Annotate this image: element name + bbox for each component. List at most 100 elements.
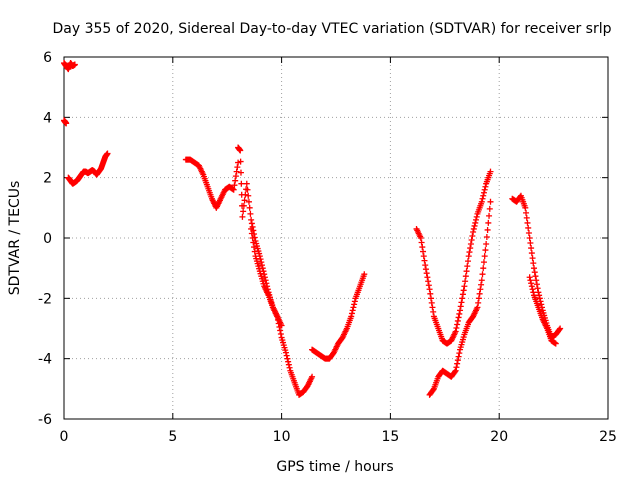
data-point bbox=[454, 357, 461, 364]
data-point bbox=[420, 253, 427, 260]
data-point bbox=[530, 260, 537, 267]
data-point bbox=[527, 240, 534, 247]
data-point bbox=[525, 229, 532, 236]
series-seg-4 bbox=[309, 271, 368, 362]
data-point bbox=[533, 281, 540, 288]
data-point bbox=[424, 274, 431, 281]
data-point bbox=[483, 241, 490, 248]
data-point bbox=[536, 292, 543, 299]
data-point bbox=[237, 158, 244, 165]
data-point bbox=[283, 352, 290, 359]
data-point bbox=[452, 328, 459, 335]
data-point bbox=[463, 268, 470, 275]
data-point bbox=[453, 324, 460, 331]
data-point bbox=[282, 349, 289, 356]
data-point bbox=[480, 259, 487, 266]
chart-title: Day 355 of 2020, Sidereal Day-to-day VTE… bbox=[52, 21, 611, 37]
data-point bbox=[284, 355, 291, 362]
data-point bbox=[455, 314, 462, 321]
data-point bbox=[475, 295, 482, 302]
data-point bbox=[361, 271, 368, 278]
data-point bbox=[428, 295, 435, 302]
data-point bbox=[455, 353, 462, 360]
data-point bbox=[484, 226, 491, 233]
y-tick-label: -6 bbox=[38, 412, 52, 428]
data-point bbox=[241, 197, 248, 204]
data-point bbox=[523, 214, 530, 221]
data-point bbox=[469, 232, 476, 239]
data-point bbox=[460, 287, 467, 294]
data-point bbox=[525, 224, 532, 231]
data-point bbox=[473, 213, 480, 220]
data-point bbox=[239, 213, 246, 220]
data-point bbox=[285, 361, 292, 368]
data-point bbox=[533, 277, 540, 284]
data-point bbox=[286, 364, 293, 371]
data-point bbox=[474, 304, 481, 311]
data-point bbox=[454, 321, 461, 328]
data-point bbox=[418, 239, 425, 246]
data-point bbox=[259, 262, 266, 269]
data-point bbox=[466, 249, 473, 256]
data-point bbox=[524, 219, 531, 226]
data-point bbox=[238, 180, 245, 187]
y-tick-label: -2 bbox=[38, 291, 52, 307]
data-point bbox=[348, 310, 355, 317]
data-point bbox=[248, 220, 255, 227]
y-tick-label: 2 bbox=[43, 171, 52, 187]
data-point bbox=[459, 291, 466, 298]
x-tick-label: 0 bbox=[60, 429, 69, 445]
data-point bbox=[248, 225, 255, 232]
data-point bbox=[527, 277, 534, 284]
data-point bbox=[462, 273, 469, 280]
data-point bbox=[429, 304, 436, 311]
data-point bbox=[246, 204, 253, 211]
data-point bbox=[277, 327, 284, 334]
data-point bbox=[430, 308, 437, 315]
data-point bbox=[528, 245, 535, 252]
data-point bbox=[240, 208, 247, 215]
data-point bbox=[461, 283, 468, 290]
data-point bbox=[480, 265, 487, 272]
data-point bbox=[421, 257, 428, 264]
data-point bbox=[476, 290, 483, 297]
data-point bbox=[470, 225, 477, 232]
data-point bbox=[456, 310, 463, 317]
data-point bbox=[63, 120, 70, 127]
data-point bbox=[478, 277, 485, 284]
data-point bbox=[523, 209, 530, 216]
data-point bbox=[528, 283, 535, 290]
data-point bbox=[522, 204, 529, 211]
data-point bbox=[479, 195, 486, 202]
data-point bbox=[535, 289, 542, 296]
data-point bbox=[251, 244, 258, 251]
data-point bbox=[486, 212, 493, 219]
data-point bbox=[309, 373, 316, 380]
data-point bbox=[462, 278, 469, 285]
data-point bbox=[245, 192, 252, 199]
data-point bbox=[534, 285, 541, 292]
data-point bbox=[234, 164, 241, 171]
data-point bbox=[528, 280, 535, 287]
data-point bbox=[487, 198, 494, 205]
data-point bbox=[251, 248, 258, 255]
data-point bbox=[422, 262, 429, 269]
data-point bbox=[538, 301, 545, 308]
data-point bbox=[465, 258, 472, 265]
data-point bbox=[557, 325, 564, 332]
data-point bbox=[425, 282, 432, 289]
data-point bbox=[248, 230, 255, 237]
data-point bbox=[350, 304, 357, 311]
grid bbox=[64, 57, 608, 419]
data-point bbox=[464, 263, 471, 270]
series-seg-6b bbox=[526, 274, 559, 347]
x-tick-label: 10 bbox=[273, 429, 291, 445]
data-point bbox=[451, 368, 458, 375]
y-tick-label: -4 bbox=[38, 352, 52, 368]
series-seg-5b bbox=[426, 198, 494, 398]
data-point bbox=[456, 350, 463, 357]
x-tick-label: 25 bbox=[599, 429, 617, 445]
data-point bbox=[470, 228, 477, 235]
data-point bbox=[417, 235, 424, 241]
data-point bbox=[423, 270, 430, 277]
